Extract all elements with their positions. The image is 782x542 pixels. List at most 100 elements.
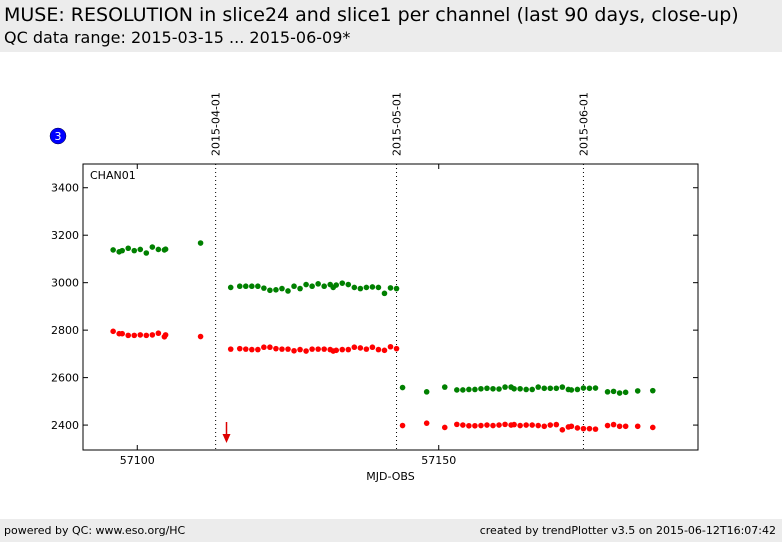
data-point-series-1	[541, 423, 548, 430]
data-point-series-0	[484, 385, 490, 392]
data-point-series-0	[155, 246, 162, 253]
y-tick-label: 2800	[51, 324, 79, 337]
data-point-series-1	[236, 345, 243, 352]
y-tick-label: 2400	[51, 419, 79, 432]
data-point-series-0	[321, 283, 327, 290]
data-point-series-1	[131, 332, 138, 339]
data-point-series-0	[309, 283, 315, 290]
chart-subtitle: QC data range: 2015-03-15 ... 2015-06-09…	[4, 28, 351, 47]
badge-circle	[49, 127, 67, 145]
data-point-series-1	[622, 423, 629, 430]
data-point-series-1	[162, 332, 169, 338]
data-point-series-1	[586, 425, 593, 432]
data-point-series-0	[586, 385, 593, 392]
data-point-series-0	[369, 284, 376, 290]
data-point-series-0	[568, 387, 575, 393]
data-point-series-0	[291, 283, 297, 290]
data-point-series-1	[381, 347, 388, 354]
data-point-series-1	[137, 332, 144, 338]
data-point-series-1	[143, 332, 150, 339]
data-point-series-0	[279, 285, 285, 292]
data-point-series-1	[604, 422, 611, 429]
data-point-series-1	[553, 421, 560, 428]
data-point-series-0	[502, 384, 508, 390]
data-point-series-0	[517, 385, 523, 392]
data-point-series-1	[460, 422, 466, 428]
data-point-series-0	[472, 386, 478, 393]
data-point-series-0	[242, 283, 249, 290]
data-point-series-0	[604, 389, 611, 395]
data-point-series-1	[363, 346, 370, 352]
data-point-series-1	[197, 333, 204, 340]
data-point-series-1	[333, 347, 340, 354]
data-point-series-0	[466, 386, 472, 393]
data-point-series-1	[227, 346, 234, 352]
y-tick-label: 3400	[51, 182, 79, 195]
data-point-series-0	[285, 288, 291, 294]
x-tick-label: 57150	[421, 454, 456, 467]
data-point-series-0	[255, 283, 261, 290]
data-point-series-0	[149, 244, 156, 250]
data-point-series-1	[351, 344, 358, 351]
data-point-series-1	[454, 421, 460, 428]
data-point-series-1	[592, 426, 599, 432]
data-point-series-0	[616, 390, 623, 396]
data-point-series-0	[649, 387, 656, 394]
data-point-series-1	[369, 344, 376, 351]
data-point-series-1	[297, 346, 303, 353]
data-point-series-0	[267, 287, 273, 294]
data-point-series-0	[529, 386, 535, 393]
data-point-series-1	[393, 345, 400, 352]
data-point-series-1	[339, 346, 346, 353]
data-point-series-0	[297, 285, 303, 292]
data-point-series-0	[496, 386, 502, 392]
data-point-series-0	[303, 281, 309, 288]
data-point-series-1	[610, 421, 617, 428]
data-point-series-0	[441, 384, 448, 390]
data-point-series-1	[303, 348, 309, 354]
footer-bar: powered by QC: www.eso.org/HC created by…	[0, 519, 782, 542]
data-point-series-0	[119, 247, 125, 254]
data-point-series-1	[547, 422, 554, 428]
data-point-series-0	[580, 385, 587, 391]
data-point-series-0	[363, 284, 370, 291]
data-point-series-1	[634, 423, 641, 430]
data-point-series-1	[502, 421, 508, 428]
data-point-series-1	[399, 422, 406, 429]
data-point-series-0	[162, 246, 169, 253]
data-point-series-0	[131, 247, 138, 254]
data-point-series-1	[387, 343, 394, 350]
data-point-series-1	[321, 346, 327, 352]
y-tick-label: 3200	[51, 229, 79, 242]
data-point-series-1	[472, 422, 478, 429]
data-point-series-0	[236, 283, 243, 290]
data-point-series-0	[592, 385, 599, 391]
data-point-series-1	[490, 422, 496, 429]
data-point-series-0	[345, 281, 352, 288]
data-point-series-1	[309, 346, 315, 352]
data-point-series-0	[423, 389, 430, 395]
footer-powered-by: powered by QC: www.eso.org/HC	[4, 524, 186, 537]
data-point-series-1	[273, 345, 279, 352]
data-point-series-0	[622, 389, 629, 396]
header-bar: MUSE: RESOLUTION in slice24 and slice1 p…	[0, 0, 782, 52]
data-point-series-1	[523, 422, 529, 428]
data-point-series-1	[517, 422, 523, 429]
outlier-arrow-head	[222, 434, 231, 443]
plot-frame	[82, 163, 699, 451]
data-point-series-0	[357, 285, 364, 292]
data-point-series-0	[478, 385, 484, 392]
data-point-series-0	[339, 280, 346, 286]
data-point-series-1	[616, 423, 623, 430]
panel-label: CHAN01	[90, 169, 136, 182]
data-point-series-0	[110, 247, 116, 253]
data-point-series-0	[351, 284, 358, 291]
data-point-series-0	[227, 284, 234, 291]
x-axis-label: MJD-OBS	[366, 470, 414, 483]
data-point-series-1	[580, 425, 587, 432]
data-point-series-1	[125, 332, 132, 339]
data-point-series-1	[375, 346, 382, 353]
data-point-series-0	[547, 385, 554, 392]
data-point-series-1	[574, 425, 581, 431]
